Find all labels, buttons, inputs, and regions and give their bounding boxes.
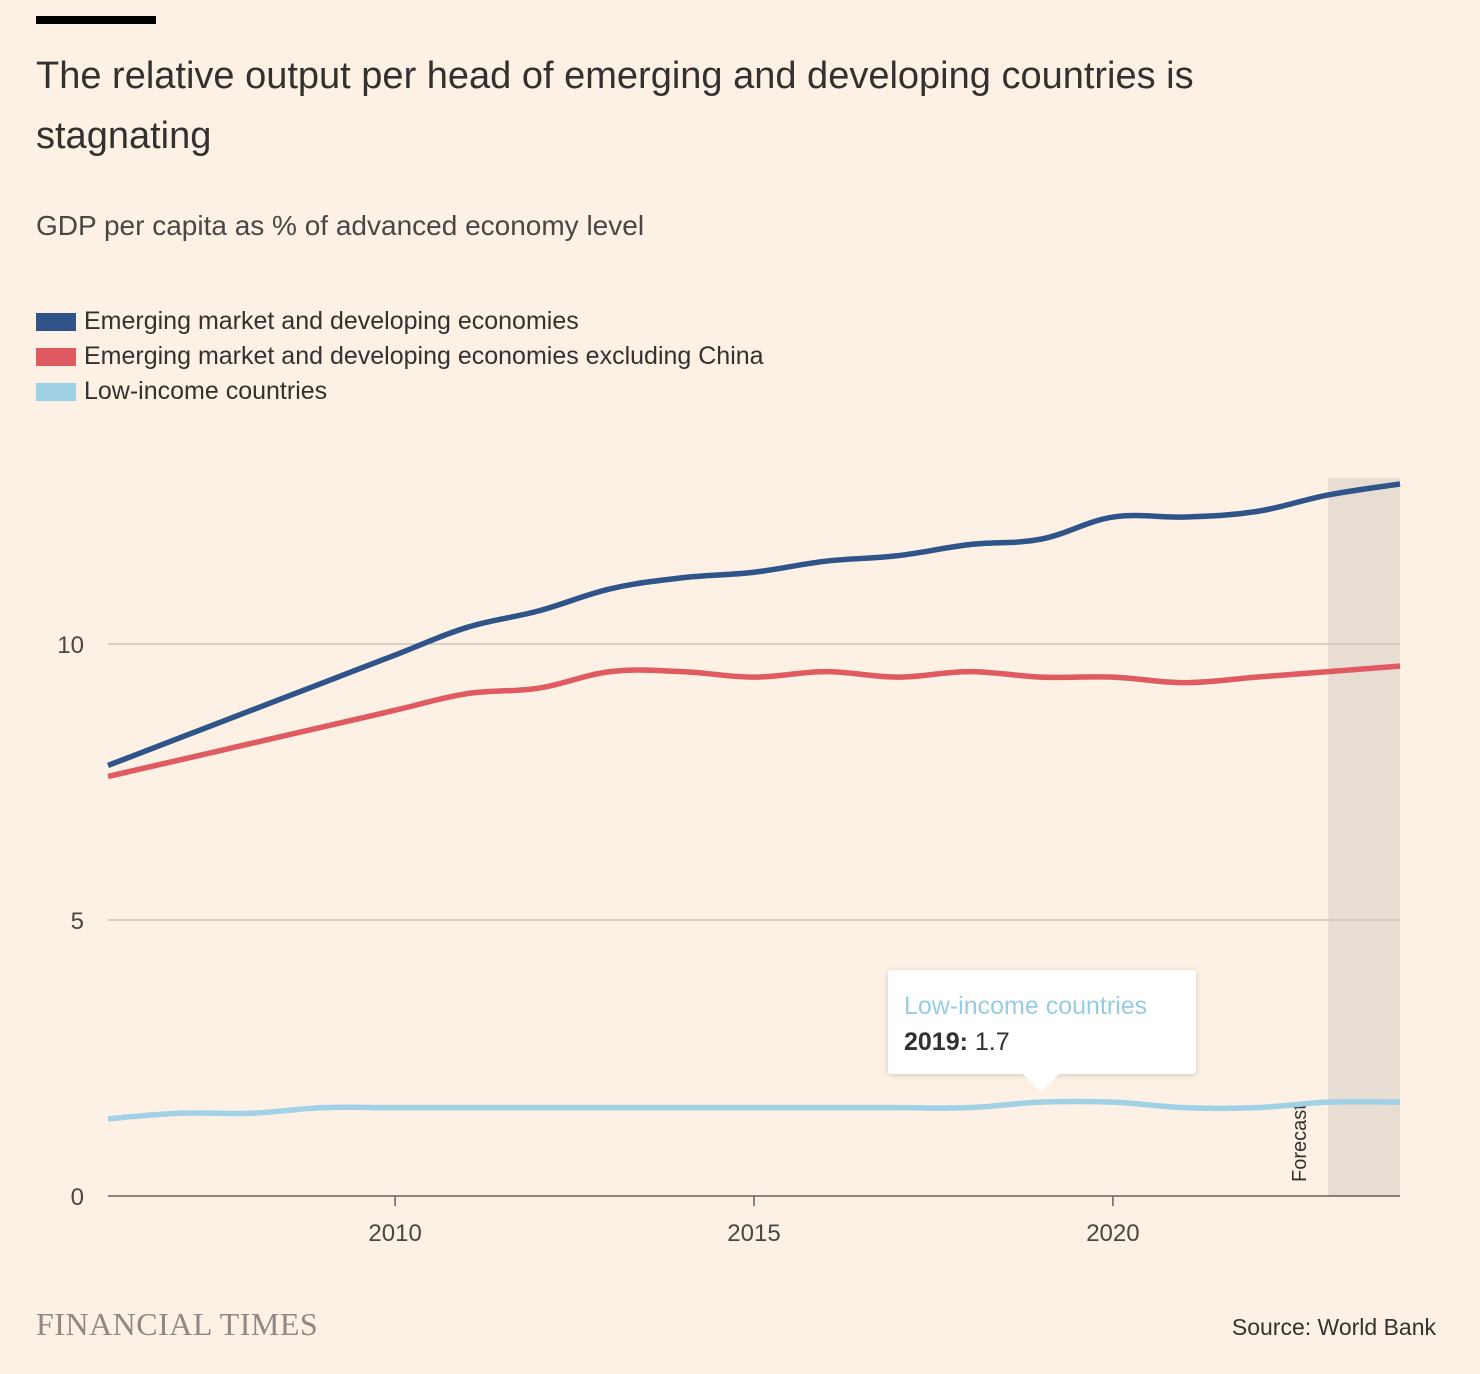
legend-label-emde-ex-china: Emerging market and developing economies… <box>84 342 764 370</box>
tooltip-value: 1.7 <box>974 1028 1010 1056</box>
top-rule <box>36 16 156 24</box>
series-lines <box>107 481 1401 1122</box>
tooltip-year: 2019: <box>904 1028 968 1056</box>
chart-title: The relative output per head of emerging… <box>36 55 1194 157</box>
legend-swatch-low-income <box>36 382 76 401</box>
tooltip-value-row: 2019: 1.7 <box>904 1024 1180 1060</box>
legend-label-emde: Emerging market and developing economies <box>84 307 579 335</box>
source-note: Source: World Bank <box>1231 1314 1436 1340</box>
y-tick-label-10: 10 <box>57 632 84 659</box>
chart-subtitle: GDP per capita as % of advanced economy … <box>36 210 645 241</box>
legend: Emerging market and developing economies… <box>36 304 764 409</box>
series-line-emde <box>107 481 1401 769</box>
ft-logo: FINANCIAL TIMES <box>36 1306 319 1342</box>
legend-swatch-emde <box>36 312 76 331</box>
y-axis-ticks: 0 5 10 <box>57 632 84 1211</box>
forecast-band <box>1328 478 1400 1196</box>
y-tick-label-5: 5 <box>71 908 84 935</box>
forecast-label: Forecast <box>1289 1104 1311 1182</box>
series-line-low-income <box>107 1098 1401 1122</box>
x-tick-label-2020: 2020 <box>1086 1220 1139 1247</box>
gridlines <box>108 643 1400 921</box>
y-tick-label-0: 0 <box>71 1184 84 1211</box>
tooltip-series-name: Low-income countries <box>904 992 1148 1020</box>
legend-item-emde: Emerging market and developing economies <box>36 304 764 339</box>
series-line-emde-ex-china <box>107 663 1401 780</box>
x-tick-label-2015: 2015 <box>727 1220 780 1247</box>
legend-item-low-income: Low-income countries <box>36 374 764 409</box>
tooltip: Low-income countries 2019: 1.7 <box>888 970 1196 1092</box>
x-axis-ticks: 2010 2015 2020 <box>368 1196 1140 1247</box>
legend-item-emde-ex-china: Emerging market and developing economies… <box>36 339 764 374</box>
legend-swatch-emde-ex-china <box>36 347 76 366</box>
legend-label-low-income: Low-income countries <box>84 377 328 405</box>
x-tick-label-2010: 2010 <box>368 1220 421 1247</box>
